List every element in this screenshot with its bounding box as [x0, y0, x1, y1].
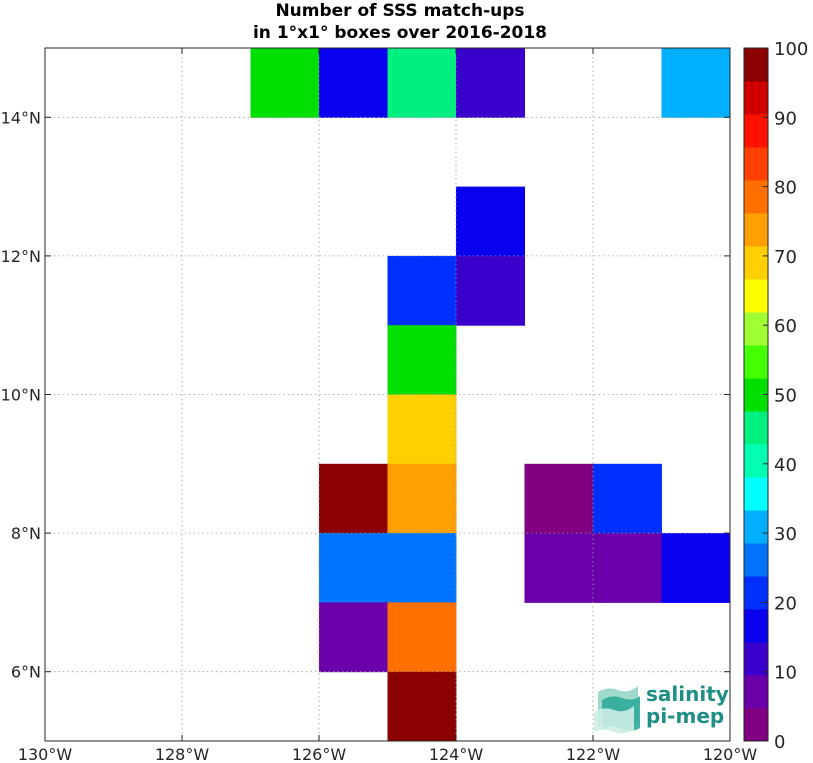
colorbar-segment	[744, 576, 768, 610]
x-tick-label: 122°W	[566, 745, 621, 763]
y-axis: 6°N 8°N 10°N 12°N 14°N	[1, 108, 730, 682]
colorbar-segment	[744, 609, 768, 643]
y-tick-label: 6°N	[11, 663, 41, 682]
heatmap-cells	[250, 48, 731, 742]
y-tick-label: 8°N	[11, 524, 41, 543]
salinity-pi-mep-logo: salinity pi-mep	[594, 682, 729, 734]
colorbar-tick-label: 70	[774, 247, 797, 268]
heatmap-cell	[387, 463, 457, 534]
colorbar-segment	[744, 642, 768, 676]
heatmap-cell	[456, 186, 525, 257]
colorbar-segment	[744, 114, 768, 148]
heatmap-cell	[593, 533, 662, 603]
heatmap-cell	[387, 671, 457, 742]
logo-text-salinity: salinity	[646, 682, 729, 706]
colorbar-tick-label: 20	[774, 593, 797, 614]
colorbar	[743, 47, 769, 742]
colorbar-tick-label: 80	[774, 178, 797, 199]
colorbar-segment	[744, 81, 768, 115]
colorbar-tick-label: 100	[774, 39, 808, 60]
heatmap-cell	[250, 48, 320, 118]
colorbar-segment	[744, 543, 768, 577]
colorbar-segment	[744, 345, 768, 379]
colorbar-tick-label: 40	[774, 455, 797, 476]
colorbar-segment	[744, 411, 768, 445]
heatmap-cell	[319, 602, 388, 673]
colorbar-segment	[744, 708, 768, 742]
y-tick-label: 12°N	[1, 247, 41, 266]
heatmap-cell	[319, 48, 388, 118]
heatmap-cell	[387, 325, 457, 395]
x-tick-label: 120°W	[703, 745, 758, 763]
x-tick-label: 126°W	[292, 745, 347, 763]
heatmap-cell	[387, 602, 457, 673]
heatmap-cell	[524, 463, 594, 534]
heatmap-cell	[456, 48, 525, 118]
colorbar-segment	[744, 510, 768, 544]
colorbar-segment	[744, 312, 768, 346]
colorbar-tick-label: 30	[774, 524, 797, 545]
heatmap-cell	[524, 533, 594, 603]
y-tick-label: 14°N	[1, 108, 41, 127]
x-tick-label: 128°W	[155, 745, 210, 763]
colorbar-segment	[744, 477, 768, 511]
heatmap-cell	[319, 533, 388, 603]
heatmap-cell	[387, 533, 457, 603]
colorbar-tick-label: 50	[774, 386, 797, 407]
x-tick-label: 130°W	[18, 745, 73, 763]
colorbar-tick-label: 10	[774, 663, 797, 684]
logo-text-pi-mep: pi-mep	[646, 704, 724, 728]
colorbar-segment	[744, 279, 768, 313]
waves-logo-icon	[594, 686, 640, 734]
colorbar-segment	[744, 675, 768, 709]
chart-title-line-2: in 1°x1° boxes over 2016-2018	[253, 23, 547, 43]
heatmap-cell	[456, 255, 525, 326]
colorbar-segment	[744, 147, 768, 181]
colorbar-tick-label: 90	[774, 108, 797, 129]
colorbar-tick-label: 60	[774, 316, 797, 337]
heatmap-cell	[387, 48, 457, 118]
heatmap-cell	[319, 463, 388, 534]
heatmap-cell	[661, 533, 731, 603]
colorbar-segment	[744, 180, 768, 214]
heatmap-cell	[387, 255, 457, 326]
x-tick-label: 124°W	[429, 745, 484, 763]
colorbar-segment	[744, 444, 768, 478]
colorbar-segment	[744, 213, 768, 247]
chart-title-line-1: Number of SSS match-ups	[275, 1, 524, 21]
x-axis: 130°W 128°W 126°W 124°W 122°W 120°W	[18, 48, 758, 763]
colorbar-segment	[744, 48, 768, 82]
colorbar-ticks: 0 10 20 30 40 50 60 70 80 90 100	[763, 39, 808, 753]
y-tick-label: 10°N	[1, 386, 41, 405]
colorbar-tick-label: 0	[774, 732, 785, 753]
heatmap-cell	[661, 48, 731, 118]
heatmap-cell	[593, 463, 662, 534]
colorbar-segment	[744, 246, 768, 280]
heatmap-cell	[387, 394, 457, 465]
